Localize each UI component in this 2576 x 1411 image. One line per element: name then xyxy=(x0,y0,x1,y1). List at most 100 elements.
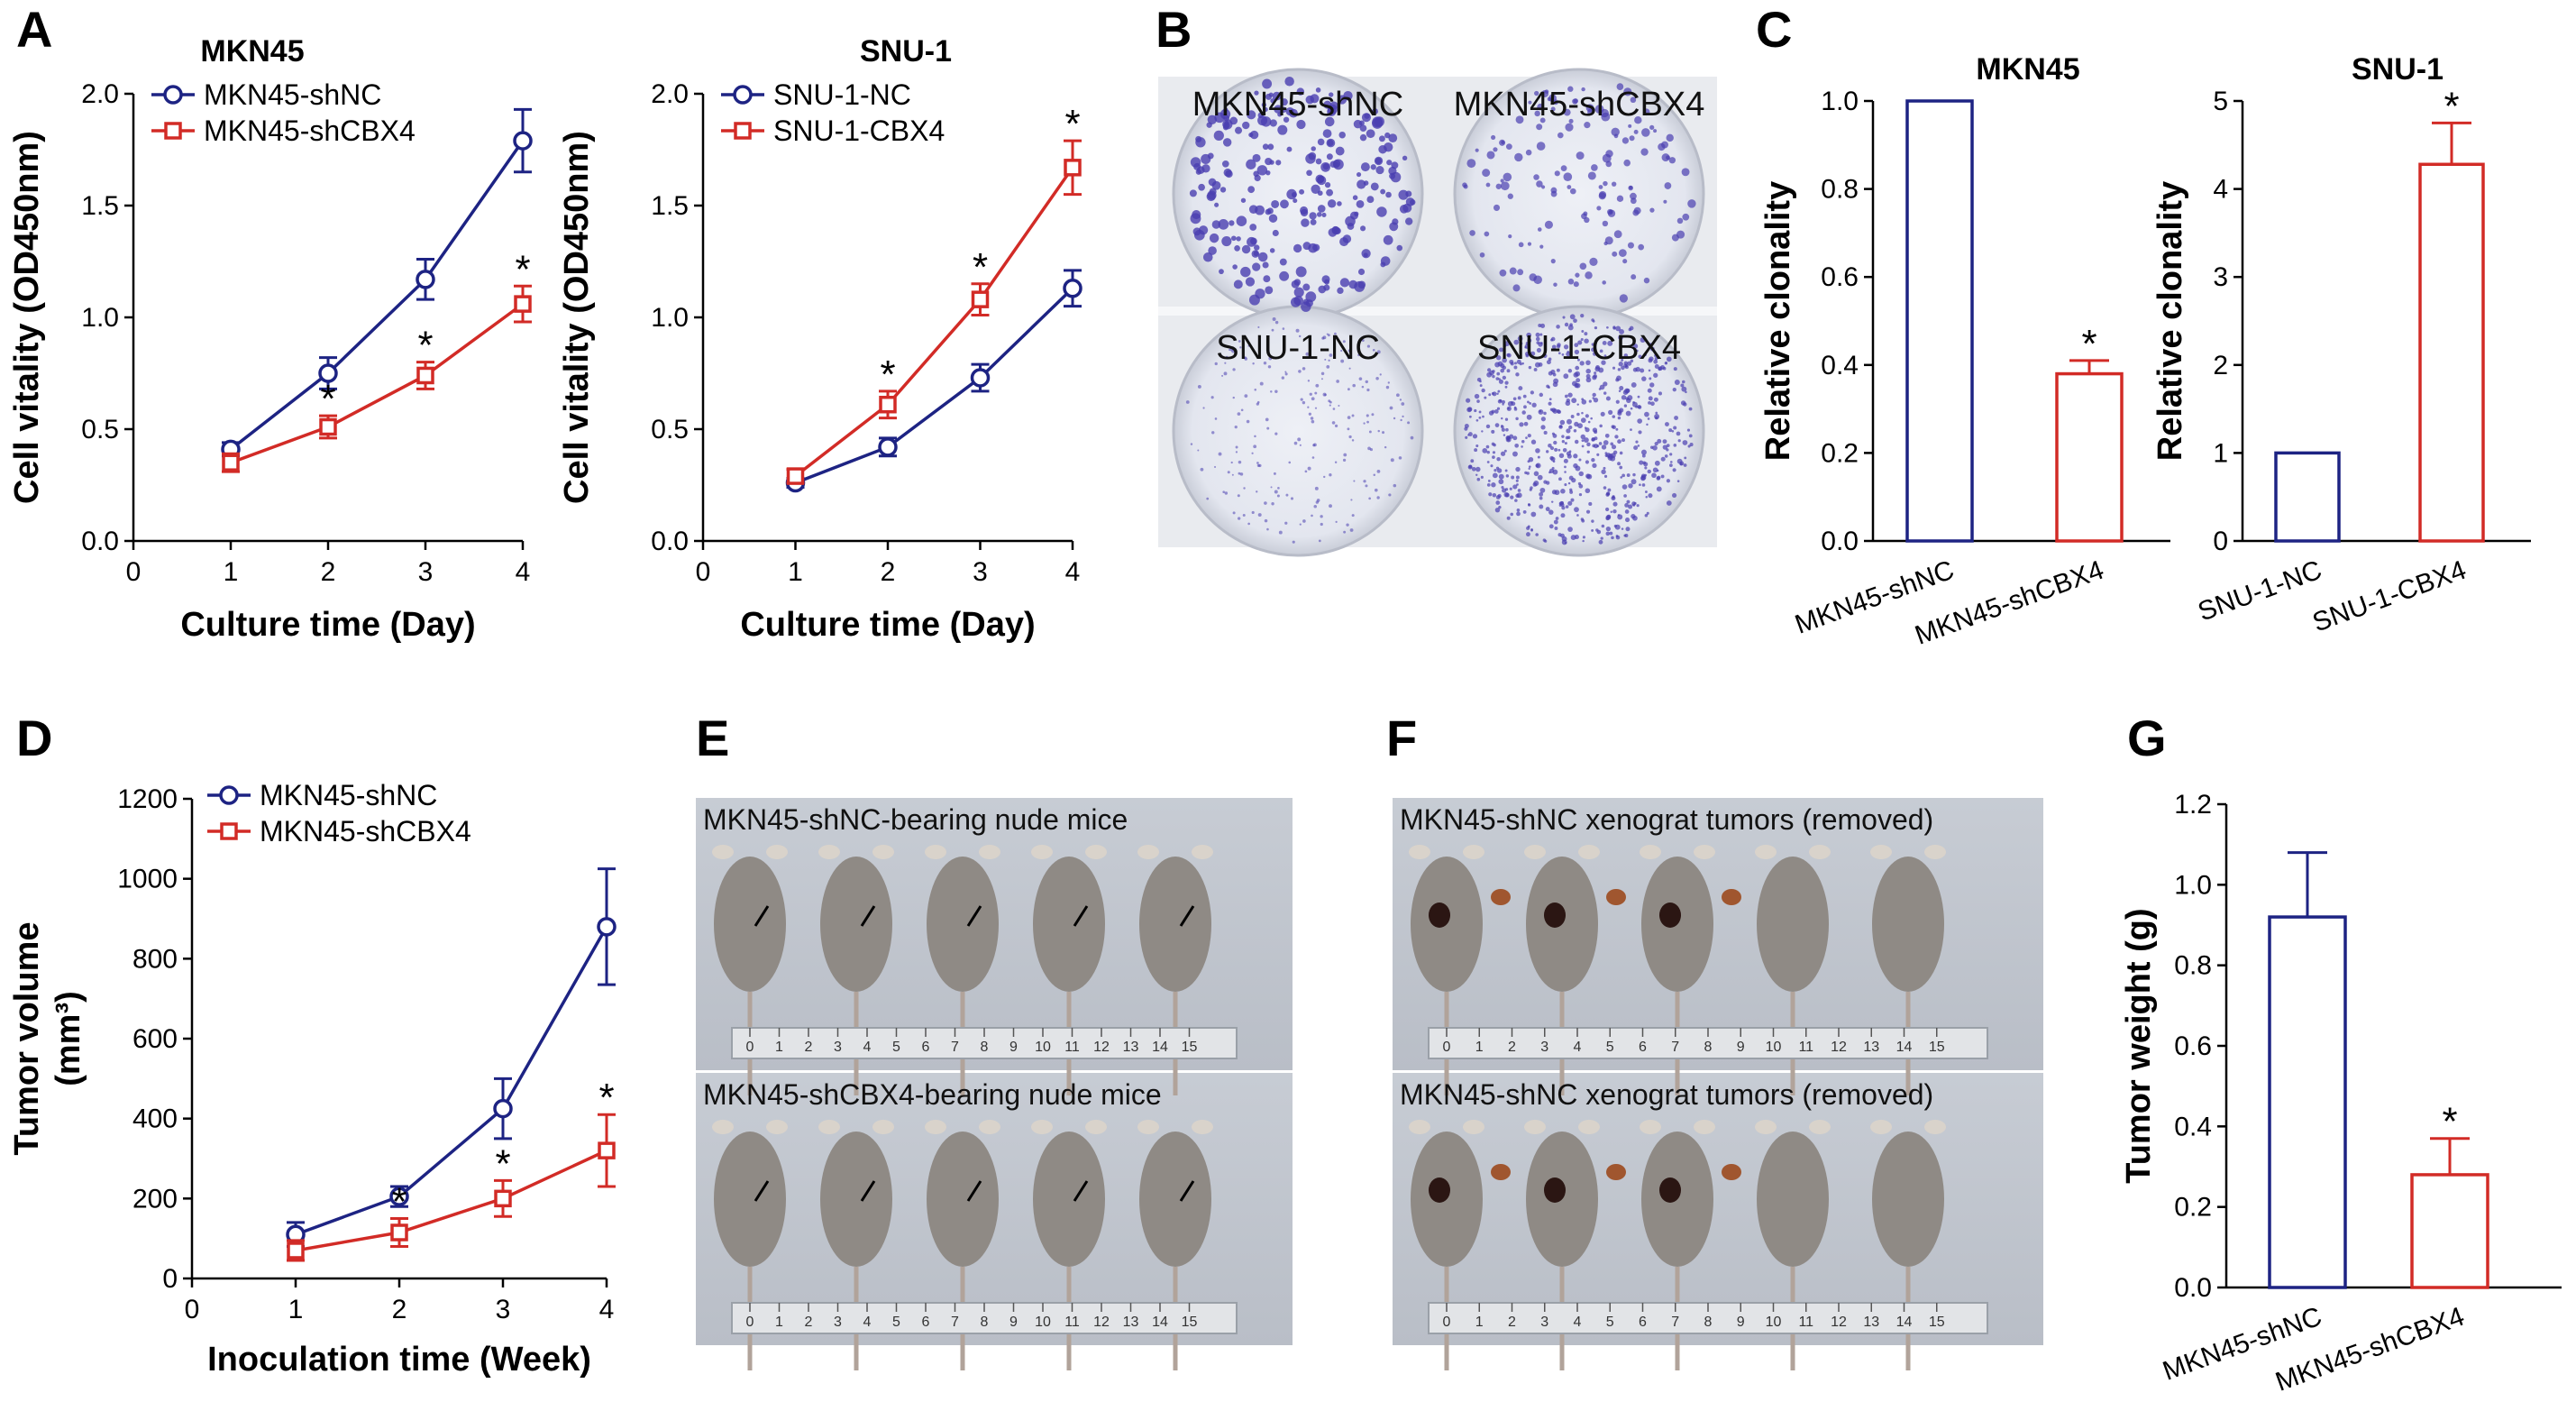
colony xyxy=(1687,444,1691,448)
colony xyxy=(1640,368,1645,373)
colony xyxy=(1536,180,1543,188)
mouse-body xyxy=(1139,857,1211,992)
colony xyxy=(1342,340,1346,344)
colony xyxy=(1247,344,1250,347)
colony xyxy=(1493,204,1501,211)
plate-label-mkn45-shnc: MKN45-shNC xyxy=(1192,86,1403,124)
colony xyxy=(1662,439,1667,444)
colony xyxy=(1530,486,1533,490)
colony xyxy=(1324,181,1331,188)
colony xyxy=(1505,427,1509,432)
bar xyxy=(2055,371,2124,543)
colony xyxy=(1683,402,1687,407)
y-tick-label: 1 xyxy=(2213,438,2228,468)
colony xyxy=(1619,294,1629,303)
colony xyxy=(1688,434,1693,438)
mouse-body xyxy=(1033,857,1105,992)
colony xyxy=(1615,427,1619,431)
colony xyxy=(1661,153,1670,162)
colony xyxy=(1494,468,1497,472)
y-axis-label: Tumor volume xyxy=(8,922,46,1156)
data-point xyxy=(494,1189,512,1208)
colony xyxy=(1623,353,1629,358)
y-tick-label: 4 xyxy=(2213,175,2228,205)
panel-label-d: D xyxy=(16,710,52,766)
colony xyxy=(1581,444,1585,448)
colony xyxy=(1242,513,1246,517)
colony xyxy=(1573,318,1577,324)
colony xyxy=(1491,429,1495,434)
colony xyxy=(1516,509,1521,512)
colony xyxy=(1290,297,1302,307)
mouse-ear xyxy=(1870,1120,1892,1134)
colony xyxy=(1664,182,1672,189)
colony xyxy=(1601,360,1606,365)
y-tick-label: 0.0 xyxy=(81,527,119,556)
colony xyxy=(1625,527,1631,532)
colony xyxy=(1495,183,1502,189)
colony xyxy=(1567,500,1573,506)
colony xyxy=(1521,410,1526,415)
colony xyxy=(1499,269,1507,277)
colony xyxy=(1538,323,1542,328)
colony xyxy=(1376,496,1380,499)
tumor-arrow xyxy=(966,905,982,927)
colony xyxy=(1497,493,1502,499)
colony xyxy=(1307,406,1310,408)
y-tick-label: 1.5 xyxy=(651,191,689,221)
colony xyxy=(1272,229,1279,237)
colony xyxy=(1237,517,1241,520)
colony xyxy=(1631,274,1637,280)
colony xyxy=(1269,119,1277,127)
colony xyxy=(1326,188,1334,197)
colony xyxy=(1270,98,1275,104)
colony xyxy=(1666,500,1672,506)
colony xyxy=(1329,504,1332,509)
colony xyxy=(1646,511,1649,515)
y-tick-label: 2.0 xyxy=(81,79,119,109)
colony xyxy=(1365,484,1368,488)
colony xyxy=(1561,435,1565,438)
colony xyxy=(1309,392,1312,396)
colony xyxy=(1682,213,1690,221)
colony xyxy=(1606,325,1609,329)
y-tick-label: 0.0 xyxy=(651,527,689,556)
colony xyxy=(1311,397,1315,401)
y-tick-label: 0 xyxy=(162,1264,178,1294)
colony xyxy=(1624,534,1629,537)
colony xyxy=(1486,461,1490,463)
colony xyxy=(1280,199,1289,209)
colony xyxy=(1311,419,1315,424)
colony xyxy=(1266,527,1269,531)
colony xyxy=(1637,395,1640,399)
colony xyxy=(1558,477,1562,481)
colony xyxy=(1322,163,1329,170)
ruler-number: 9 xyxy=(1737,1040,1745,1055)
colony xyxy=(1530,439,1537,444)
colony xyxy=(1390,171,1402,183)
colony xyxy=(1505,143,1512,151)
x-tick-label: 4 xyxy=(1065,557,1081,587)
colony xyxy=(1320,371,1325,376)
colony xyxy=(1605,526,1612,532)
colony xyxy=(1567,481,1571,485)
colony xyxy=(1357,353,1360,357)
colony xyxy=(1619,386,1624,391)
colony xyxy=(1604,236,1613,245)
colony xyxy=(1652,467,1658,473)
colony xyxy=(1340,349,1343,353)
colony xyxy=(1506,369,1511,373)
colony xyxy=(1365,380,1368,384)
colony xyxy=(1591,528,1594,532)
colony xyxy=(1506,516,1511,520)
colony xyxy=(1370,182,1379,191)
mouse-ear xyxy=(872,845,894,859)
colony xyxy=(1643,462,1649,467)
tumor-site xyxy=(1544,902,1566,928)
colony xyxy=(1334,461,1338,463)
colony xyxy=(1361,385,1365,389)
colony xyxy=(1635,366,1640,372)
mouse-ear xyxy=(1409,1120,1430,1134)
colony xyxy=(1630,197,1637,205)
ruler-number: 7 xyxy=(1671,1315,1679,1330)
